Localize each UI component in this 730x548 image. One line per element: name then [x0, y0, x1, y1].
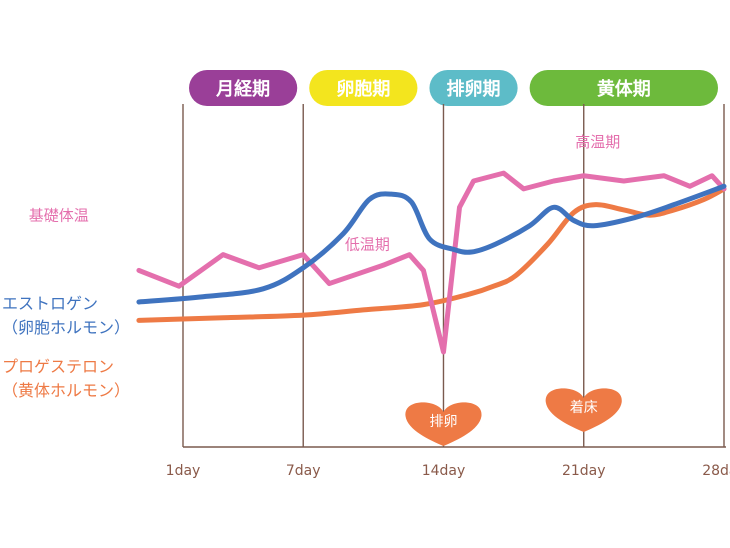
legend-line: （卵胞ホルモン） [2, 318, 130, 337]
marker-heart-2: 着床 [545, 388, 622, 432]
phase-label-4: 黄体期 [529, 70, 718, 106]
heart-icon [405, 402, 482, 446]
marker-label: 排卵 [429, 414, 457, 430]
phase-pill [189, 70, 298, 106]
legend-entry-2: プロゲステロン （黄体ホルモン） [2, 357, 130, 400]
phase-label-text: 卵胞期 [336, 78, 390, 100]
series-line-estrogen [136, 183, 727, 305]
series-line-progesterone [136, 186, 727, 323]
legend-entry-1: エストロゲン （卵胞ホルモン） [2, 294, 130, 337]
series-line-bbt [136, 170, 727, 355]
x-tick-label-21: 21day [562, 463, 606, 479]
phase-pill [309, 70, 418, 106]
marker-label: 着床 [570, 400, 598, 416]
annotation-1: 基礎体温 [29, 206, 89, 224]
phase-label-1: 月経期 [189, 70, 298, 106]
phase-label-text: 排卵期 [447, 78, 501, 100]
legend-line: （黄体ホルモン） [2, 381, 130, 400]
phase-label-text: 黄体期 [597, 78, 651, 100]
phase-label-text: 月経期 [215, 78, 270, 100]
phase-pill [429, 70, 518, 106]
x-tick-label-7: 7day [286, 463, 321, 479]
heart-icon [545, 388, 622, 432]
legend-line: プロゲステロン [2, 357, 114, 376]
phase-label-2: 卵胞期 [309, 70, 418, 106]
x-tick-label-14: 14day [422, 463, 466, 479]
annotation-3: 高温期 [575, 133, 620, 151]
phase-label-3: 排卵期 [429, 70, 518, 106]
phase-pill [529, 70, 718, 106]
legend-line: エストロゲン [2, 294, 98, 313]
marker-heart-1: 排卵 [405, 402, 482, 446]
annotation-2: 低温期 [345, 235, 390, 253]
x-tick-label-28: 28day [702, 463, 730, 479]
x-tick-label-1: 1day [166, 463, 201, 479]
